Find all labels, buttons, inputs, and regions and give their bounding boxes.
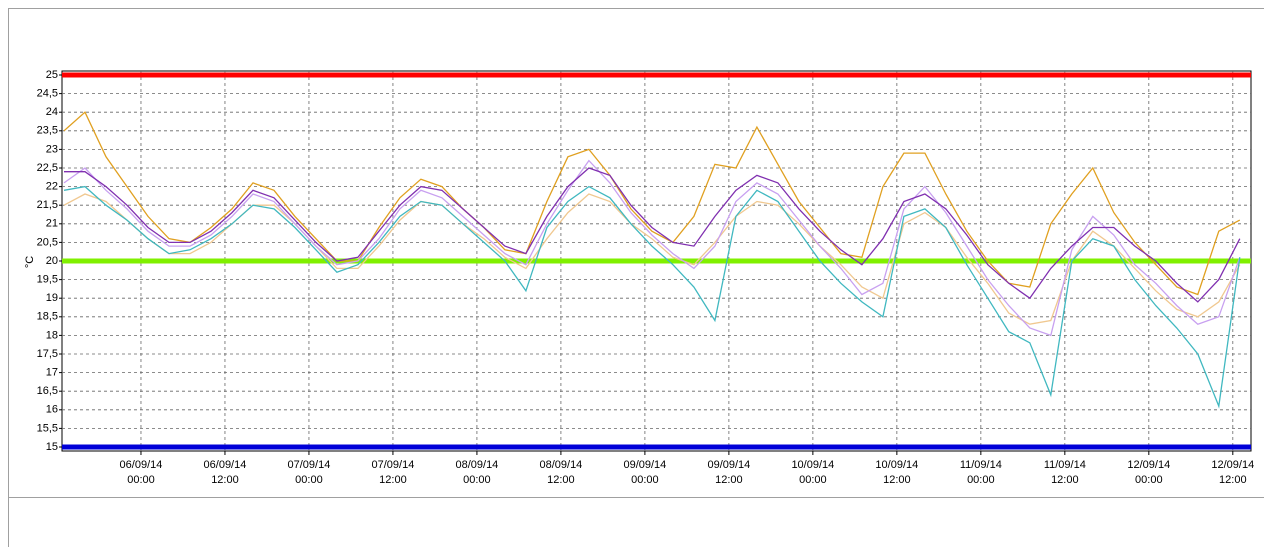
series-line	[63, 111, 1241, 296]
y-tick-label: 21	[46, 218, 58, 230]
x-tick-label: 12/09/14 00:00	[1127, 459, 1171, 486]
y-axis-label: °C	[24, 256, 36, 268]
y-tick-label: 17,5	[37, 348, 58, 360]
x-tick-label: 07/09/14 00:00	[287, 459, 331, 486]
y-tick-label: 24,5	[37, 88, 58, 100]
x-tick-label: 11/09/14 00:00	[959, 459, 1002, 486]
y-tick-label: 21,5	[37, 199, 58, 211]
series-line	[63, 185, 1241, 409]
x-tick-label: 07/09/14 12:00	[371, 459, 415, 486]
x-tick-label: 08/09/14 12:00	[539, 459, 583, 486]
y-tick-label: 15,5	[37, 422, 58, 434]
y-tick-label: 18,5	[37, 311, 58, 323]
x-tick-label: 10/09/14 12:00	[875, 459, 919, 486]
y-tick-label: 17	[46, 367, 58, 379]
y-tick-label: 19,5	[37, 274, 58, 286]
y-tick-label: 20	[46, 255, 58, 267]
y-tick-label: 24	[46, 106, 58, 118]
x-tick-label: 09/09/14 00:00	[623, 459, 667, 486]
y-tick-label: 15	[46, 441, 58, 453]
x-tick-label: 06/09/14 12:00	[203, 459, 247, 486]
y-tick-label: 22	[46, 181, 58, 193]
y-tick-label: 20,5	[37, 236, 58, 248]
y-tick-label: 22,5	[37, 162, 58, 174]
y-tick-label: 25	[46, 69, 58, 81]
x-tick-label: 09/09/14 12:00	[707, 459, 751, 486]
y-tick-label: 18	[46, 329, 58, 341]
x-tick-label: 06/09/14 00:00	[119, 459, 163, 486]
x-tick-label: 11/09/14 12:00	[1043, 459, 1086, 486]
series-line	[63, 159, 1241, 337]
x-tick-label: 10/09/14 00:00	[791, 459, 835, 486]
series-line	[63, 193, 1241, 325]
y-tick-label: 16,5	[37, 385, 58, 397]
y-tick-label: 19	[46, 292, 58, 304]
y-tick-label: 16	[46, 404, 58, 416]
x-tick-label: 12/09/14 12:00	[1211, 459, 1255, 486]
series-line	[64, 167, 1241, 303]
y-tick-label: 23	[46, 143, 58, 155]
x-tick-label: 08/09/14 00:00	[455, 459, 499, 486]
y-tick-label: 23,5	[37, 125, 58, 137]
frame	[8, 8, 1264, 547]
